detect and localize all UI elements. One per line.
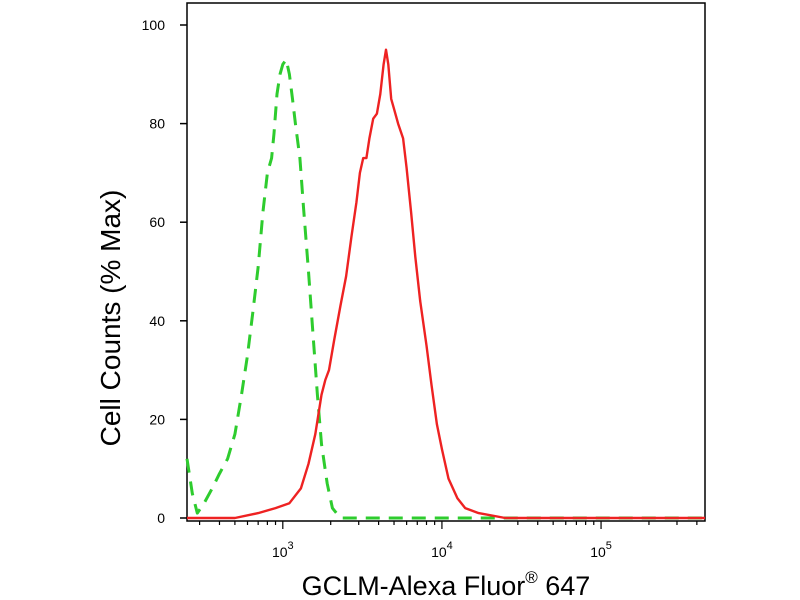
plot-area xyxy=(186,2,706,522)
x-tick-label-5: 105 xyxy=(590,540,612,560)
series-1-line xyxy=(187,48,705,520)
series-layer xyxy=(185,48,705,520)
y-tick-label-40: 40 xyxy=(149,313,165,329)
y-tick-label-100: 100 xyxy=(142,17,166,33)
y-axis: 0 20 40 60 80 100 xyxy=(142,17,187,526)
y-tick-label-60: 60 xyxy=(149,214,165,230)
x-tick-base: 10 xyxy=(272,544,288,560)
y-tick-label-80: 80 xyxy=(149,116,165,132)
y-tick-label-0: 0 xyxy=(157,510,165,526)
series-0-line xyxy=(185,58,705,520)
x-axis-label-main: GCLM-Alexa Fluor xyxy=(302,571,526,600)
x-axis-label-suffix: 647 xyxy=(538,571,591,600)
x-tick-exponent: 5 xyxy=(606,540,612,552)
x-tick-base: 10 xyxy=(431,544,447,560)
x-tick-label-4: 104 xyxy=(431,540,453,560)
y-axis-label: Cell Counts (% Max) xyxy=(95,190,126,447)
x-axis: 103 104 105 xyxy=(198,521,698,560)
x-tick-exponent: 3 xyxy=(288,540,294,552)
x-tick-label-3: 103 xyxy=(272,540,294,560)
y-tick-label-20: 20 xyxy=(149,411,165,427)
x-axis-label: GCLM-Alexa Fluor® 647 xyxy=(302,568,591,600)
x-tick-base: 10 xyxy=(590,544,606,560)
x-tick-exponent: 4 xyxy=(447,540,453,552)
x-axis-label-registered: ® xyxy=(525,568,538,587)
